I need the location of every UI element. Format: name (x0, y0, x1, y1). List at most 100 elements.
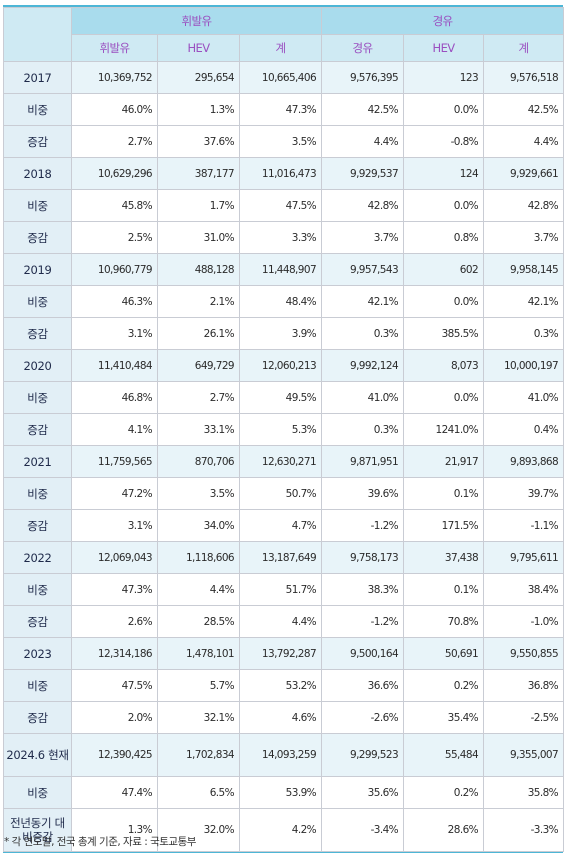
table-row: 증감 3.1% 26.1% 3.9% 0.3% 385.5% 0.3% (3, 317, 565, 350)
row-label: 증감 (3, 413, 72, 446)
table-row: 비중 46.8% 2.7% 49.5% 41.0% 0.0% 41.0% (3, 381, 565, 414)
cell-gasoline-hev: 32.1% (157, 701, 240, 734)
row-label: 2017 (3, 61, 72, 94)
cell-diesel: 9,758,173 (321, 541, 405, 574)
row-label: 비중 (3, 189, 72, 222)
cell-gasoline-total: 14,093,259 (238, 733, 323, 777)
row-label: 전년동기 대비증감 (3, 808, 72, 852)
cell-diesel-hev: 37,438 (403, 541, 485, 574)
cell-gasoline-hev: 870,706 (157, 445, 240, 478)
cell-diesel-total: 35.8% (483, 776, 565, 809)
table-row: 비중 46.3% 2.1% 48.4% 42.1% 0.0% 42.1% (3, 285, 565, 318)
cell-gasoline: 4.1% (71, 413, 158, 446)
cell-gasoline-total: 10,665,406 (238, 61, 323, 94)
row-label: 2018 (3, 157, 72, 190)
table-row: 비중 47.3% 4.4% 51.7% 38.3% 0.1% 38.4% (3, 573, 565, 606)
cell-gasoline-hev: 488,128 (157, 253, 240, 286)
cell-diesel-hev: 0.1% (403, 573, 485, 606)
cell-gasoline: 12,390,425 (71, 733, 158, 777)
cell-gasoline-hev: 1,118,606 (157, 541, 240, 574)
cell-gasoline-hev: 34.0% (157, 509, 240, 542)
cell-diesel: 4.4% (321, 125, 405, 158)
vehicle-registration-table-container: 휘발유 경유 휘발유 HEV 계 경유 HEV 계 2017 10,369,752… (3, 5, 565, 853)
row-label: 비중 (3, 573, 72, 606)
cell-gasoline-hev: 28.5% (157, 605, 240, 638)
cell-gasoline-total: 13,187,649 (238, 541, 323, 574)
cell-diesel-total: 36.8% (483, 669, 565, 702)
cell-diesel-hev: 0.1% (403, 477, 485, 510)
row-label: 비중 (3, 381, 72, 414)
cell-diesel-total: -1.1% (483, 509, 565, 542)
cell-gasoline: 47.3% (71, 573, 158, 606)
cell-gasoline-hev: 5.7% (157, 669, 240, 702)
cell-diesel-total: 3.7% (483, 221, 565, 254)
cell-diesel-hev: 385.5% (403, 317, 485, 350)
table-body: 2017 10,369,752 295,654 10,665,406 9,576,395… (3, 61, 565, 852)
cell-gasoline-total: 13,792,287 (238, 637, 323, 670)
cell-diesel: 3.7% (321, 221, 405, 254)
cell-diesel: 38.3% (321, 573, 405, 606)
header-col-gasoline: 휘발유 (71, 34, 158, 62)
cell-diesel-total: 0.3% (483, 317, 565, 350)
row-label: 2024.6 현재 (3, 733, 72, 777)
table-row: 증감 2.5% 31.0% 3.3% 3.7% 0.8% 3.7% (3, 221, 565, 254)
cell-gasoline-total: 3.5% (238, 125, 323, 158)
row-label: 비중 (3, 477, 72, 510)
cell-gasoline-total: 4.4% (238, 605, 323, 638)
cell-gasoline: 12,314,186 (71, 637, 158, 670)
cell-diesel-total: -3.3% (483, 808, 565, 852)
table-row: 비중 46.0% 1.3% 47.3% 42.5% 0.0% 42.5% (3, 93, 565, 126)
cell-gasoline: 12,069,043 (71, 541, 158, 574)
cell-diesel: 35.6% (321, 776, 405, 809)
cell-gasoline-total: 3.3% (238, 221, 323, 254)
cell-diesel-total: 9,929,661 (483, 157, 565, 190)
header-group-diesel: 경유 (321, 7, 565, 35)
cell-diesel: 42.1% (321, 285, 405, 318)
cell-diesel-hev: 1241.0% (403, 413, 485, 446)
table-row-year: 2018 10,629,296 387,177 11,016,473 9,929,537… (3, 157, 565, 190)
cell-diesel-total: 4.4% (483, 125, 565, 158)
cell-gasoline: 46.8% (71, 381, 158, 414)
table-row-year: 2019 10,960,779 488,128 11,448,907 9,957,543… (3, 253, 565, 286)
cell-gasoline-hev: 387,177 (157, 157, 240, 190)
table-row-year: 2017 10,369,752 295,654 10,665,406 9,576,395… (3, 61, 565, 94)
cell-diesel: 9,576,395 (321, 61, 405, 94)
row-label: 증감 (3, 509, 72, 542)
cell-gasoline-total: 11,448,907 (238, 253, 323, 286)
cell-diesel-total: 9,893,868 (483, 445, 565, 478)
cell-diesel: 9,929,537 (321, 157, 405, 190)
table-row: 비중 47.5% 5.7% 53.2% 36.6% 0.2% 36.8% (3, 669, 565, 702)
table-row-year: 2024.6 현재 12,390,425 1,702,834 14,093,259 9,… (3, 733, 565, 777)
cell-gasoline-total: 12,630,271 (238, 445, 323, 478)
table-row: 전년동기 대비증감 1.3% 32.0% 4.2% -3.4% 28.6% -3.3% (3, 808, 565, 852)
row-label: 비중 (3, 285, 72, 318)
header-group-row: 휘발유 경유 (3, 7, 565, 62)
cell-diesel-hev: 55,484 (403, 733, 485, 777)
row-label: 2020 (3, 349, 72, 382)
cell-gasoline-total: 5.3% (238, 413, 323, 446)
cell-diesel-hev: 602 (403, 253, 485, 286)
cell-diesel: -3.4% (321, 808, 405, 852)
cell-gasoline: 10,369,752 (71, 61, 158, 94)
cell-diesel: 42.5% (321, 93, 405, 126)
cell-gasoline: 10,629,296 (71, 157, 158, 190)
table-header: 휘발유 경유 휘발유 HEV 계 경유 HEV 계 (3, 7, 565, 62)
cell-diesel-total: 42.5% (483, 93, 565, 126)
cell-diesel: -1.2% (321, 509, 405, 542)
cell-gasoline-total: 48.4% (238, 285, 323, 318)
cell-gasoline-hev: 6.5% (157, 776, 240, 809)
table-row: 증감 4.1% 33.1% 5.3% 0.3% 1241.0% 0.4% (3, 413, 565, 446)
cell-gasoline: 47.4% (71, 776, 158, 809)
cell-gasoline-total: 4.7% (238, 509, 323, 542)
cell-diesel-hev: 0.2% (403, 776, 485, 809)
row-label: 증감 (3, 605, 72, 638)
cell-gasoline-total: 11,016,473 (238, 157, 323, 190)
cell-gasoline-hev: 1.7% (157, 189, 240, 222)
cell-gasoline-hev: 1,478,101 (157, 637, 240, 670)
cell-gasoline-hev: 4.4% (157, 573, 240, 606)
table-row: 증감 2.0% 32.1% 4.6% -2.6% 35.4% -2.5% (3, 701, 565, 734)
row-label: 증감 (3, 125, 72, 158)
cell-diesel-hev: 123 (403, 61, 485, 94)
cell-diesel: 0.3% (321, 317, 405, 350)
cell-diesel-total: 9,576,518 (483, 61, 565, 94)
